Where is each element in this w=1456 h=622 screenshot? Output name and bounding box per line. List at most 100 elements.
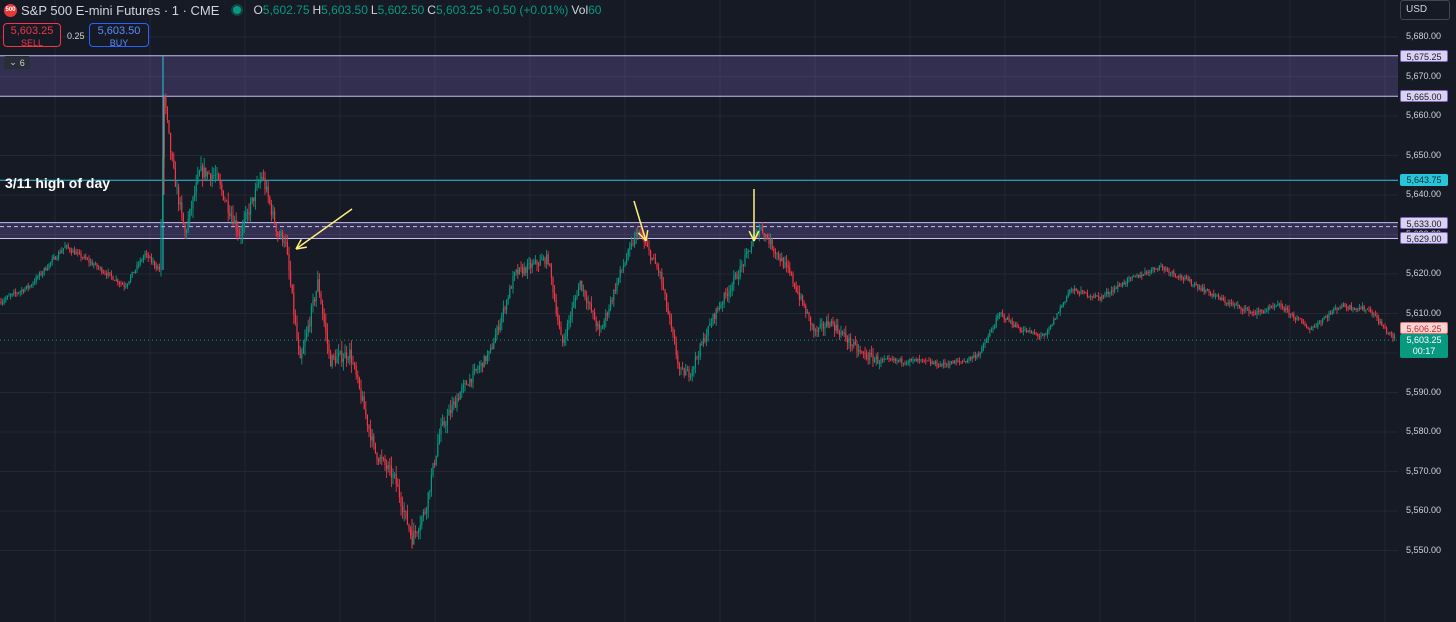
candle-body bbox=[1010, 320, 1012, 322]
candle-body bbox=[734, 274, 736, 277]
candle-body bbox=[813, 324, 815, 331]
currency-select[interactable]: USD bbox=[1400, 0, 1450, 20]
candle-body bbox=[794, 283, 796, 287]
candle-body bbox=[618, 277, 620, 282]
candle-body bbox=[1091, 296, 1093, 298]
candle-body bbox=[520, 267, 522, 269]
price-level-label[interactable]: 5,629.00 bbox=[1400, 232, 1448, 245]
candle-body bbox=[1214, 295, 1216, 297]
candle-body bbox=[694, 357, 696, 367]
indicators-collapse-toggle[interactable]: ⌄ 6 bbox=[4, 56, 30, 69]
candle-body bbox=[1291, 313, 1293, 315]
candle-body bbox=[896, 359, 898, 361]
sell-button[interactable]: 5,603.25 SELL bbox=[3, 23, 61, 48]
candle-body bbox=[678, 364, 680, 369]
candle-body bbox=[893, 358, 895, 361]
candle-body bbox=[746, 251, 748, 255]
candle-body bbox=[1035, 333, 1037, 335]
candle-body bbox=[347, 358, 349, 360]
candle-body bbox=[541, 259, 543, 261]
candle-body bbox=[410, 529, 412, 536]
candle-body bbox=[670, 318, 672, 328]
candle-body bbox=[627, 249, 629, 259]
candle-body bbox=[285, 241, 287, 243]
price-level-label[interactable]: 5,606.25 bbox=[1400, 322, 1448, 335]
candle-body bbox=[1368, 308, 1370, 310]
candle-body bbox=[1349, 305, 1351, 309]
candle-body bbox=[624, 263, 626, 267]
candle-body bbox=[234, 219, 236, 225]
candle-body bbox=[600, 328, 602, 330]
candle-body bbox=[834, 324, 836, 331]
candle-body bbox=[331, 355, 333, 367]
ohlc-value: 60 bbox=[588, 3, 602, 17]
candle-body bbox=[907, 362, 909, 364]
candle-body bbox=[1235, 304, 1237, 306]
candle-body bbox=[434, 463, 436, 465]
candle-body bbox=[1221, 297, 1223, 301]
price-level-label[interactable]: 5,643.75 bbox=[1400, 174, 1448, 187]
candle-body bbox=[810, 316, 812, 325]
candle-body bbox=[1014, 323, 1016, 327]
ohlc-readout: O5,602.75 H5,603.50 L5,602.50 C5,603.25 +0.5… bbox=[253, 3, 604, 17]
candle-body bbox=[467, 385, 469, 386]
candle-body bbox=[666, 294, 668, 308]
candle-body bbox=[1282, 306, 1284, 309]
candle-body bbox=[555, 300, 557, 314]
candle-body bbox=[910, 359, 912, 360]
price-level-label[interactable]: 5,665.00 bbox=[1400, 90, 1448, 103]
candle-body bbox=[1187, 278, 1189, 281]
candle-body bbox=[645, 241, 647, 245]
candle-body bbox=[1002, 312, 1004, 315]
candle-body bbox=[342, 358, 344, 363]
candle-body bbox=[1152, 267, 1154, 270]
candle-body bbox=[1197, 285, 1199, 289]
candle-body bbox=[115, 279, 117, 281]
candle-body bbox=[920, 359, 922, 361]
candle-body bbox=[1030, 330, 1032, 333]
candle-body bbox=[227, 200, 229, 213]
candle-body bbox=[106, 273, 108, 276]
candle-body bbox=[171, 152, 173, 160]
symbol-title[interactable]: S&P 500 E-mini Futures · 1 · CME bbox=[21, 2, 220, 18]
candle-body bbox=[229, 212, 231, 217]
candle-body bbox=[85, 256, 87, 259]
candle-body bbox=[1224, 299, 1226, 304]
chevron-down-icon: ⌄ bbox=[9, 57, 17, 67]
candle-body bbox=[376, 452, 378, 460]
candle-body bbox=[957, 360, 959, 362]
candle-body bbox=[1085, 292, 1087, 294]
candle-body bbox=[1371, 312, 1373, 315]
candle-body bbox=[917, 358, 919, 362]
candle-body bbox=[130, 276, 132, 282]
candle-body bbox=[67, 245, 69, 249]
candle-body bbox=[646, 244, 648, 247]
buy-button[interactable]: 5,603.50 BUY bbox=[89, 23, 149, 48]
candle-body bbox=[643, 238, 645, 242]
candle-body bbox=[829, 325, 831, 327]
candle-body bbox=[576, 295, 578, 298]
candle-body bbox=[397, 484, 399, 487]
price-level-label[interactable]: 5,633.00 bbox=[1400, 216, 1448, 229]
candle-body bbox=[1027, 330, 1029, 333]
candle-body bbox=[259, 179, 261, 184]
candle-body bbox=[301, 353, 303, 359]
candle-body bbox=[218, 174, 220, 180]
candle-body bbox=[245, 212, 247, 220]
candle-body bbox=[248, 211, 250, 215]
candle-body bbox=[952, 361, 954, 364]
candle-body bbox=[749, 250, 751, 252]
candle-body bbox=[1155, 268, 1157, 270]
candle-body bbox=[864, 352, 866, 354]
candle-body bbox=[446, 415, 448, 425]
price-level-label[interactable]: 5,675.25 bbox=[1400, 49, 1448, 62]
candle-body bbox=[787, 265, 789, 268]
candle-body bbox=[570, 316, 572, 321]
candle-body bbox=[696, 357, 698, 358]
candle-body bbox=[778, 252, 780, 258]
candle-body bbox=[1203, 287, 1205, 293]
candle-body bbox=[677, 355, 679, 365]
candle-body bbox=[546, 254, 548, 265]
candle-body bbox=[1342, 303, 1344, 307]
